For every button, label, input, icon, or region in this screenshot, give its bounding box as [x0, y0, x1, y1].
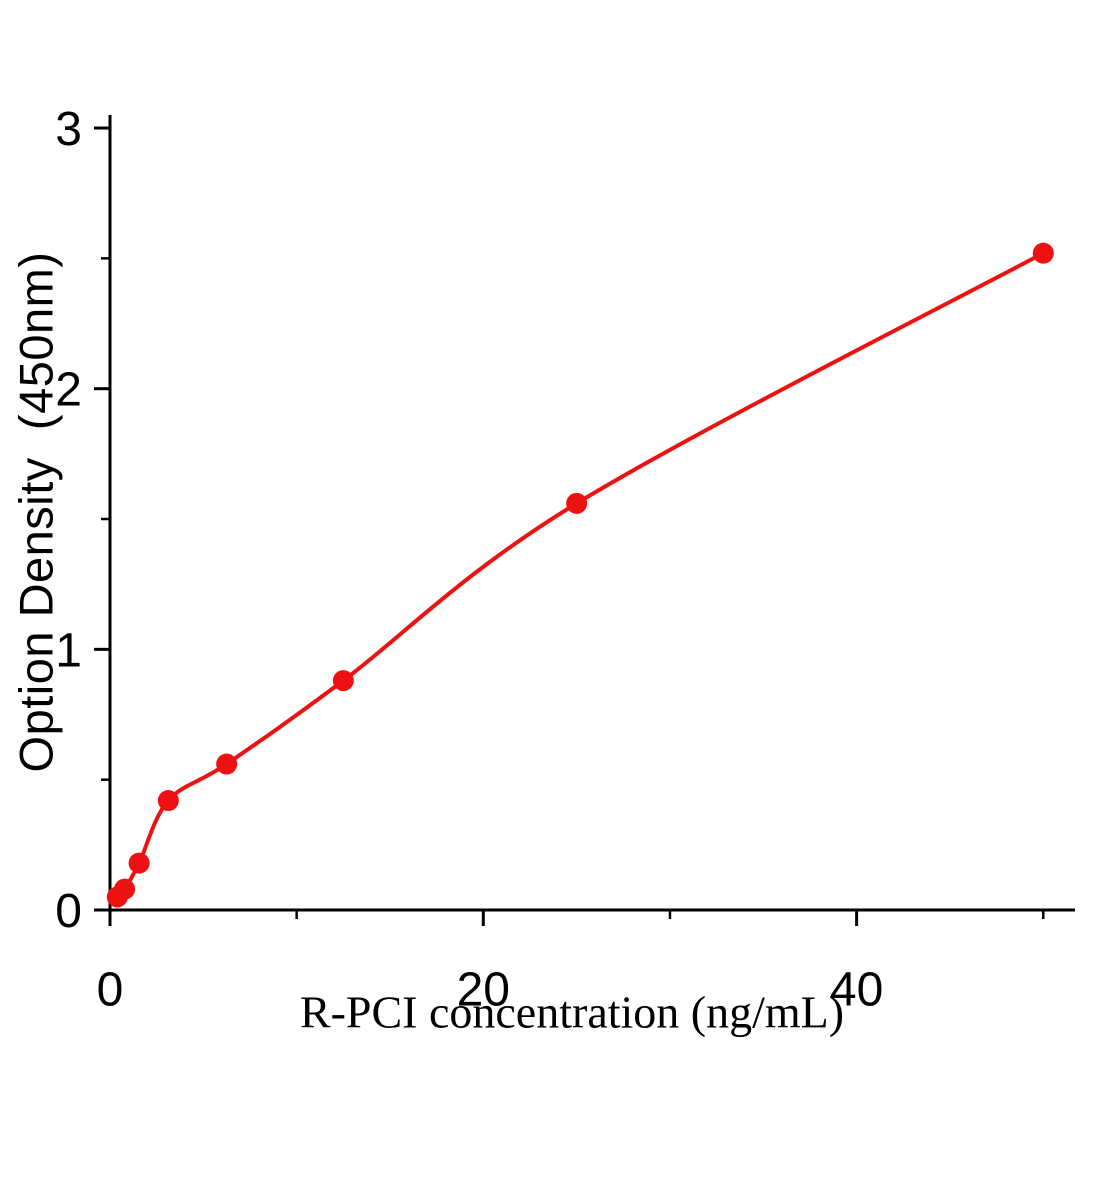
tick-labels: 0 20 40 0 1 2 3 [55, 103, 883, 1017]
data-point [1032, 242, 1054, 264]
data-point [216, 753, 238, 775]
y-axis-title: Option Density (450nm) [9, 251, 63, 773]
data-point [566, 492, 588, 514]
data-points [106, 242, 1054, 908]
x-tick-label: 40 [830, 964, 883, 1017]
fit-curve [115, 251, 1046, 899]
axes [108, 115, 1075, 912]
data-point [332, 670, 354, 692]
y-tick-label: 2 [55, 364, 82, 417]
data-point [128, 852, 150, 874]
y-tick-label: 3 [55, 103, 82, 156]
data-point [114, 878, 136, 900]
x-tick-label: 0 [97, 964, 124, 1017]
y-tick-label: 1 [55, 624, 82, 677]
x-tick-label: 20 [457, 964, 510, 1017]
data-point [157, 790, 179, 812]
axis-lines [108, 115, 1075, 912]
y-tick-label: 0 [55, 885, 82, 938]
x-axis-title: R-PCI concentration (ng/mL) [299, 986, 845, 1038]
axis-ticks [94, 126, 1045, 926]
